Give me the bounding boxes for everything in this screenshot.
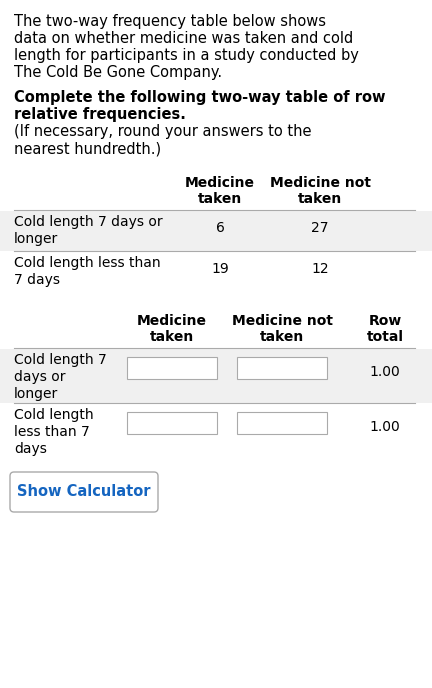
Text: days or: days or	[14, 370, 66, 384]
Text: Cold length 7: Cold length 7	[14, 353, 107, 367]
Text: Complete the following two-way table of row: Complete the following two-way table of …	[14, 90, 385, 105]
Text: Medicine not
taken: Medicine not taken	[232, 314, 333, 344]
Text: Medicine
taken: Medicine taken	[185, 176, 255, 206]
Text: Medicine not
taken: Medicine not taken	[270, 176, 371, 206]
Text: 7 days: 7 days	[14, 273, 60, 287]
Text: Medicine
taken: Medicine taken	[137, 314, 207, 344]
FancyBboxPatch shape	[127, 357, 217, 379]
Text: The two-way frequency table below shows: The two-way frequency table below shows	[14, 14, 326, 29]
Text: longer: longer	[14, 387, 58, 401]
Text: The Cold Be Gone Company.: The Cold Be Gone Company.	[14, 65, 222, 80]
Bar	[0, 349, 432, 403]
Text: 19: 19	[211, 262, 229, 276]
Text: 1.00: 1.00	[370, 365, 400, 379]
FancyBboxPatch shape	[127, 412, 217, 434]
Text: data on whether medicine was taken and cold: data on whether medicine was taken and c…	[14, 31, 353, 46]
Text: 27: 27	[311, 221, 329, 235]
Text: Cold length 7 days or: Cold length 7 days or	[14, 215, 162, 229]
Text: nearest hundredth.): nearest hundredth.)	[14, 141, 161, 156]
Text: Row
total: Row total	[366, 314, 403, 344]
Text: (If necessary, round your answers to the: (If necessary, round your answers to the	[14, 124, 311, 139]
Text: 12: 12	[311, 262, 329, 276]
Bar	[0, 211, 432, 251]
Text: longer: longer	[14, 232, 58, 246]
Text: Show Calculator: Show Calculator	[17, 484, 151, 499]
FancyBboxPatch shape	[10, 472, 158, 512]
Text: Cold length less than: Cold length less than	[14, 256, 161, 270]
FancyBboxPatch shape	[237, 412, 327, 434]
Text: relative frequencies.: relative frequencies.	[14, 107, 186, 122]
Text: length for participants in a study conducted by: length for participants in a study condu…	[14, 48, 359, 63]
Text: 6: 6	[216, 221, 225, 235]
FancyBboxPatch shape	[237, 357, 327, 379]
Text: days: days	[14, 442, 47, 456]
Text: 1.00: 1.00	[370, 420, 400, 434]
Text: less than 7: less than 7	[14, 425, 90, 439]
Text: Cold length: Cold length	[14, 408, 94, 422]
